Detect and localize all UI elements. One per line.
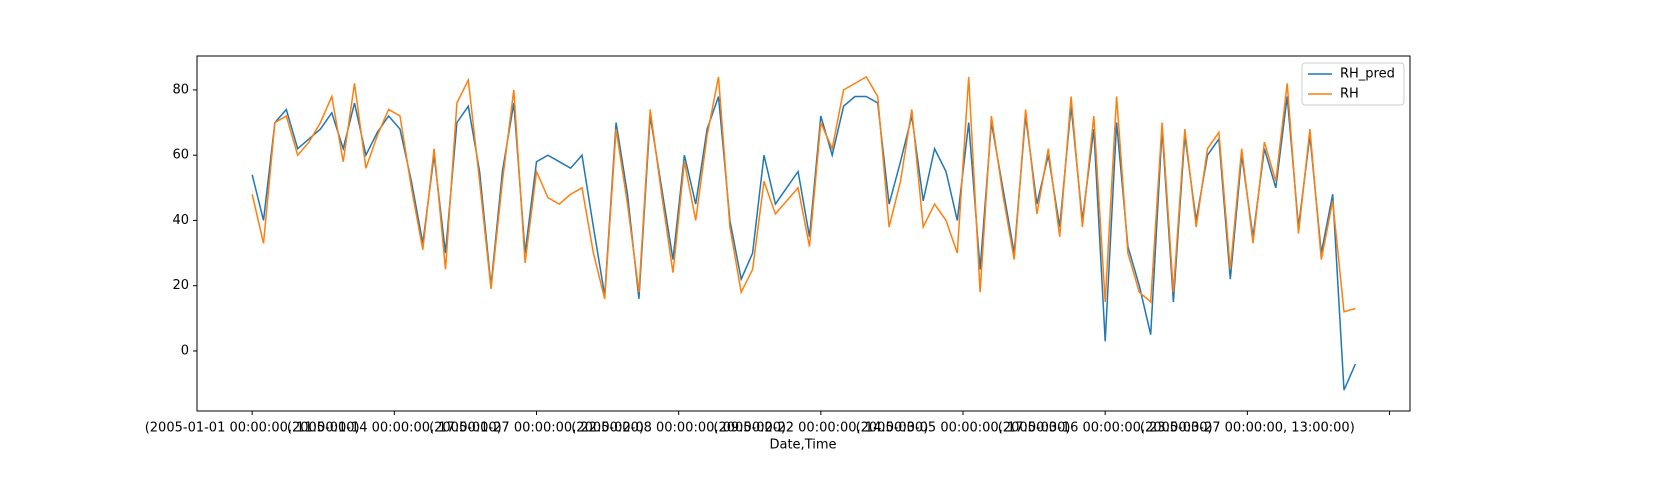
- y-tick-label: 20: [172, 278, 189, 293]
- y-tick-label: 60: [172, 148, 189, 163]
- plot-frame: [196, 55, 1411, 412]
- x-tick-label: (2005-03-27 00:00:00, 13:00:00): [1140, 421, 1355, 436]
- x-tick-label: (2005-01-01 00:00:00, 11:00:00): [145, 421, 360, 436]
- legend-label: RH_pred: [1340, 67, 1395, 82]
- y-tick-label: 0: [181, 343, 189, 358]
- x-tick-label: (2005-02-08 00:00:00, 09:00:00): [571, 421, 786, 436]
- data-line: [251, 95, 1357, 391]
- x-tick-label: (2005-01-27 00:00:00, 22:00:00): [429, 421, 644, 436]
- y-tick-label: 80: [172, 82, 189, 97]
- y-tick-label: 40: [172, 213, 189, 228]
- legend-label: RH: [1340, 87, 1359, 102]
- x-tick-label: (2005-02-22 00:00:00, 14:00:00): [713, 421, 928, 436]
- x-tick-label: (2005-01-14 00:00:00, 17:00:00): [287, 421, 502, 436]
- x-tick-label: (2005-03-16 00:00:00, 23:00:00): [998, 421, 1213, 436]
- data-line: [251, 75, 1356, 313]
- x-tick-label: (2005-03-05 00:00:00, 17:00:00): [856, 421, 1071, 436]
- x-axis-label: Date,Time: [769, 438, 836, 453]
- legend: RH_pred RH: [1301, 62, 1405, 106]
